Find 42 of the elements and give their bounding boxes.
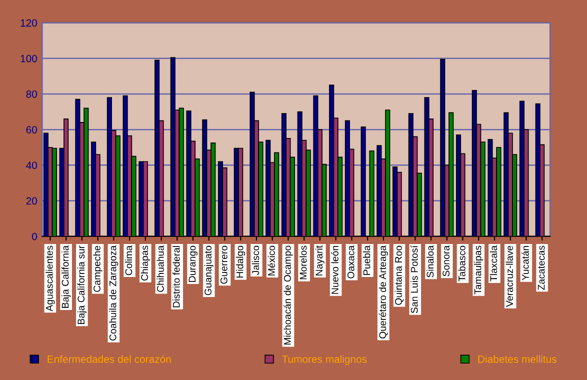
y-tick-label: 60 bbox=[26, 126, 37, 134]
x-tick-label: Baja California sur bbox=[77, 246, 86, 324]
x-tick-label: Guanajuato bbox=[204, 246, 214, 296]
x-tick-label: Veracruz-llave bbox=[506, 246, 513, 307]
x-tick-label: Morelos bbox=[300, 246, 307, 280]
x-tick-label: Jalisco bbox=[252, 246, 260, 275]
x-tick-label: Nuevo león bbox=[331, 246, 338, 294]
x-tick-label: Chihuahua bbox=[156, 245, 164, 292]
x-tick-label: Querétaro de Arteaga bbox=[378, 245, 388, 338]
y-tick-label: 100 bbox=[20, 54, 37, 62]
legend-label: Diabetes mellitus bbox=[478, 355, 556, 363]
x-tick-label: Yucatán bbox=[522, 246, 529, 280]
x-tick-label: Oaxaca bbox=[347, 245, 354, 278]
x-tick-label: Quintana Roo bbox=[394, 246, 404, 305]
x-tick-label: Nayarit bbox=[315, 245, 324, 276]
x-tick-label: Puebla bbox=[363, 245, 370, 275]
y-tick-label: 20 bbox=[26, 197, 37, 205]
x-tick-label: Guerrero bbox=[220, 246, 228, 284]
legend-label: Enfermedades del corazón bbox=[48, 355, 171, 363]
x-tick-label: Tlaxcala bbox=[490, 245, 498, 282]
y-tick-label: 0 bbox=[32, 232, 37, 240]
x-tick-label: Durango bbox=[188, 246, 198, 282]
y-tick-label: 40 bbox=[26, 162, 37, 170]
x-tick-label: Chiapas bbox=[140, 246, 150, 281]
x-tick-label: Michoacán de Ocampo bbox=[284, 246, 293, 345]
x-tick-label: Distrito federal bbox=[172, 246, 180, 308]
x-tick-label: Colima bbox=[125, 245, 132, 276]
x-tick-label: Aguascalientes bbox=[46, 246, 55, 312]
x-tick-label: Sonora bbox=[442, 245, 450, 276]
x-tick-label: Campeche bbox=[93, 246, 102, 292]
x-tick-label: Zacatecas bbox=[538, 246, 545, 290]
y-tick-label: 120 bbox=[20, 19, 37, 27]
y-tick-label: 80 bbox=[26, 90, 37, 98]
x-tick-label: San Luis Potosí bbox=[410, 245, 418, 314]
x-tick-label: Tamaulipas bbox=[474, 246, 484, 294]
legend-label: Tumores malignos bbox=[282, 355, 367, 365]
x-tick-label: Tabasco bbox=[458, 246, 466, 282]
x-tick-label: Coahuila de Zaragoza bbox=[109, 245, 118, 341]
x-tick-label: México bbox=[268, 246, 275, 276]
x-tick-label: Sinaloa bbox=[426, 245, 434, 278]
x-tick-label: Hidalgo bbox=[236, 246, 246, 278]
x-tick-label: Baja California bbox=[62, 245, 71, 308]
